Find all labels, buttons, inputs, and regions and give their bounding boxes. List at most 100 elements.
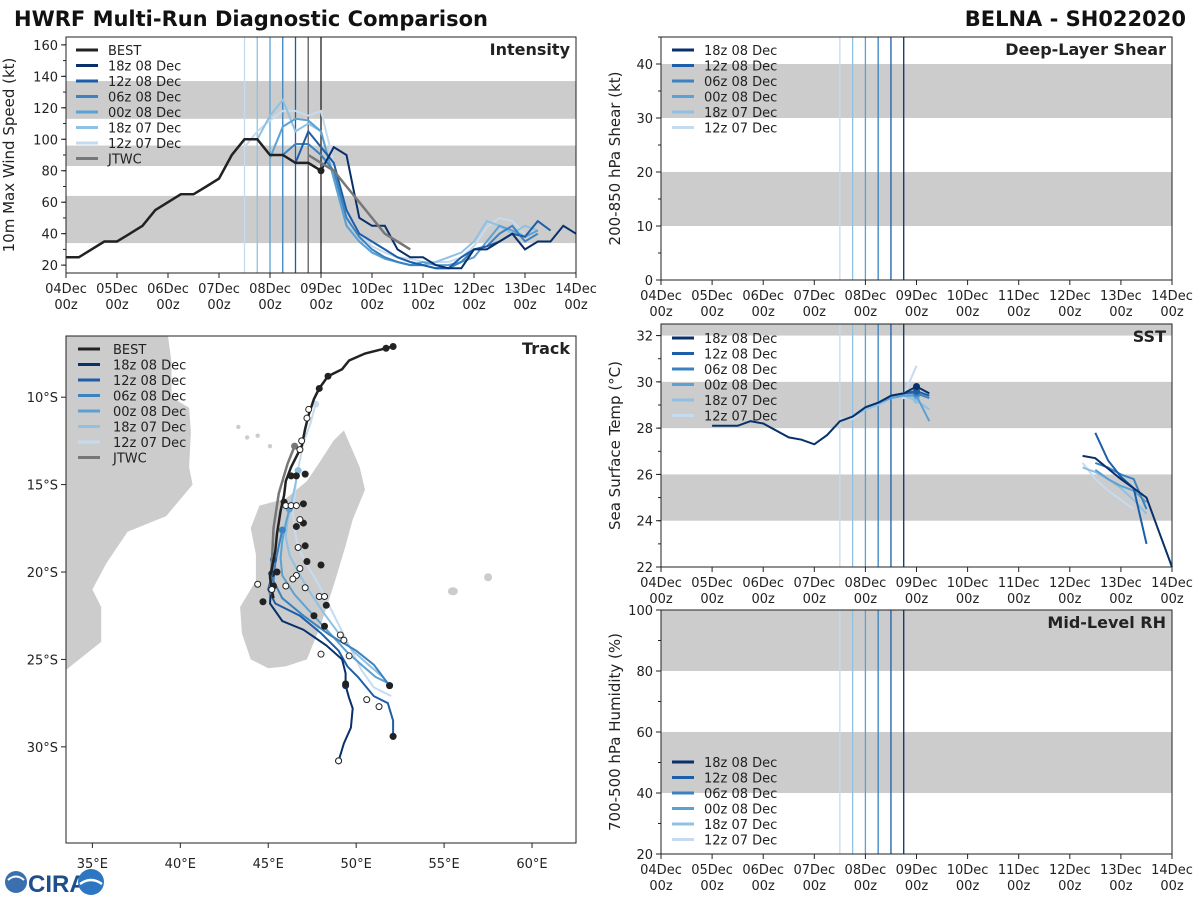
- x-tick-hour: 00z: [411, 298, 435, 313]
- track-point-filled: [259, 598, 267, 606]
- x-tick-day: 05Dec: [691, 863, 733, 878]
- track-point-filled: [301, 542, 309, 550]
- track-point-open: [303, 414, 311, 422]
- x-tick-hour: 00z: [258, 298, 282, 313]
- legend-label: 18z 07 Dec: [108, 122, 181, 137]
- track-point-filled: [303, 558, 311, 566]
- lat-tick-label: 30°S: [27, 741, 58, 756]
- x-tick-hour: 00z: [752, 879, 776, 894]
- x-tick-day: 11Dec: [998, 576, 1040, 591]
- series-line: [1094, 468, 1148, 503]
- legend-label: 06z 08 Dec: [108, 91, 181, 106]
- x-tick-day: 11Dec: [998, 863, 1040, 878]
- series-line: [307, 145, 577, 270]
- legend-label: 18z 07 Dec: [704, 106, 777, 121]
- legend-label: 18z 07 Dec: [704, 818, 777, 833]
- x-tick-hour: 00z: [1160, 305, 1184, 320]
- x-tick-hour: 00z: [649, 305, 673, 320]
- y-tick-label: 80: [636, 665, 653, 680]
- track-point: [324, 372, 332, 380]
- lon-tick-label: 60°E: [516, 857, 547, 872]
- x-tick-day: 05Dec: [96, 282, 138, 297]
- legend-label: BEST: [113, 343, 146, 358]
- track-point-filled: [317, 561, 325, 569]
- x-tick-hour: 00z: [803, 879, 827, 894]
- x-tick-day: 06Dec: [742, 289, 784, 304]
- x-tick-day: 09Dec: [896, 289, 938, 304]
- legend-label: 18z 08 Dec: [113, 359, 186, 374]
- lat-tick-label: 10°S: [27, 391, 58, 406]
- x-tick-hour: 00z: [462, 298, 486, 313]
- track-point-open: [298, 437, 306, 445]
- y-tick-label: 24: [636, 515, 653, 530]
- track-point-open: [294, 544, 302, 552]
- x-tick-day: 13Dec: [1100, 289, 1142, 304]
- y-axis-label: 200-850 hPa Shear (kt): [606, 72, 624, 246]
- x-tick-day: 10Dec: [947, 863, 989, 878]
- x-tick-hour: 00z: [156, 298, 180, 313]
- shaded-band: [661, 324, 1172, 336]
- x-tick-day: 06Dec: [742, 576, 784, 591]
- legend-label: 18z 08 Dec: [704, 756, 777, 771]
- sst-panel: 22242628303204Dec00z05Dec00z06Dec00z07De…: [606, 323, 1193, 607]
- panel-title: Mid-Level RH: [1047, 613, 1166, 632]
- map-frame: [65, 335, 577, 844]
- track-point-open: [289, 575, 297, 583]
- x-tick-hour: 00z: [803, 592, 827, 607]
- track-point: [315, 384, 323, 392]
- x-tick-day: 06Dec: [147, 282, 189, 297]
- legend-label: 18z 08 Dec: [108, 60, 181, 75]
- track-line: [291, 403, 392, 697]
- x-tick-day: 12Dec: [453, 282, 495, 297]
- x-tick-hour: 00z: [1007, 305, 1031, 320]
- track-point-open: [254, 580, 262, 588]
- legend-label: 18z 08 Dec: [704, 44, 777, 59]
- track-point-filled: [386, 682, 394, 690]
- x-tick-day: 04Dec: [640, 289, 682, 304]
- legend-label: 00z 08 Dec: [704, 803, 777, 818]
- track-line: [279, 508, 391, 685]
- x-tick-hour: 00z: [1007, 879, 1031, 894]
- x-tick-day: 13Dec: [1100, 576, 1142, 591]
- x-tick-day: 09Dec: [896, 576, 938, 591]
- series-line: [307, 153, 411, 251]
- x-tick-day: 14Dec: [1151, 289, 1193, 304]
- x-tick-hour: 00z: [360, 298, 384, 313]
- series-line: [1082, 466, 1148, 515]
- track-point-open: [340, 636, 348, 644]
- track-point-open: [345, 652, 353, 660]
- legend-label: 00z 08 Dec: [113, 405, 186, 420]
- panel-title: SST: [1133, 327, 1166, 346]
- lon-tick-label: 35°E: [77, 857, 108, 872]
- y-tick-label: 28: [636, 422, 653, 437]
- x-tick-hour: 00z: [54, 298, 78, 313]
- x-tick-day: 12Dec: [1049, 863, 1091, 878]
- x-tick-day: 09Dec: [300, 282, 342, 297]
- track-point: [291, 442, 299, 450]
- y-tick-label: 80: [41, 165, 58, 180]
- x-tick-hour: 00z: [1160, 592, 1184, 607]
- series-line: [282, 143, 539, 270]
- x-tick-day: 14Dec: [1151, 576, 1193, 591]
- x-tick-hour: 00z: [905, 879, 929, 894]
- lat-tick-label: 20°S: [27, 566, 58, 581]
- shaded-band: [661, 64, 1172, 118]
- track-point-filled: [389, 732, 397, 740]
- y-tick-label: 40: [636, 787, 653, 802]
- y-tick-label: 20: [41, 259, 58, 274]
- lon-tick-label: 40°E: [165, 857, 196, 872]
- shaded-band: [661, 732, 1172, 793]
- x-tick-day: 07Dec: [793, 289, 835, 304]
- track-point: [382, 344, 390, 352]
- track-point-filled: [342, 680, 350, 688]
- x-tick-hour: 00z: [752, 305, 776, 320]
- x-tick-hour: 00z: [1007, 592, 1031, 607]
- intensity-panel: 2040608010012014016004Dec00z05Dec00z06De…: [0, 36, 597, 313]
- x-tick-hour: 00z: [854, 879, 878, 894]
- legend-label: 18z 07 Dec: [113, 421, 186, 436]
- x-tick-day: 14Dec: [555, 282, 597, 297]
- x-tick-hour: 00z: [1109, 305, 1133, 320]
- track-point-open: [321, 592, 329, 600]
- x-tick-hour: 00z: [1058, 305, 1082, 320]
